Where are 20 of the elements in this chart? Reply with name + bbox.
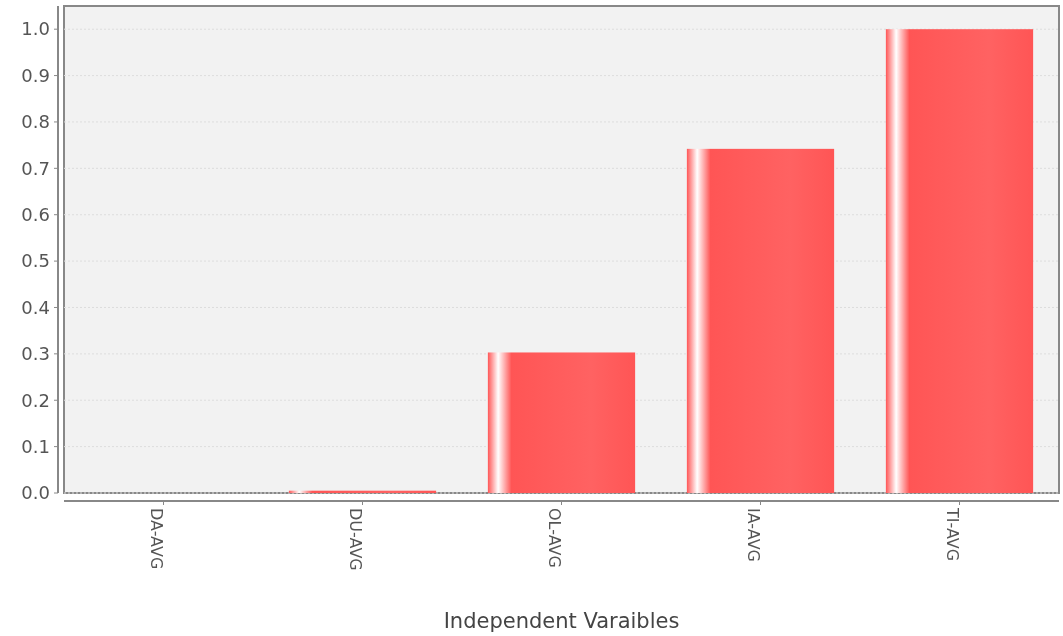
x-tick-label: IA-AVG [743,508,763,562]
x-tick-label: DA-AVG [146,508,166,570]
y-tick-label: 0.2 [21,389,50,411]
y-tick-label: 0.1 [21,435,50,457]
x-tick-label: OL-AVG [544,508,564,568]
bar [487,352,636,493]
bar [885,29,1034,493]
x-axis-title: Independent Varaibles [443,609,680,633]
x-tick-label: DU-AVG [345,508,365,571]
y-tick-label: 0.9 [21,64,50,86]
y-tick-label: 1.0 [21,18,50,40]
y-tick-label: 0.5 [21,250,50,272]
bar [686,148,835,493]
y-tick-label: 0.4 [21,296,50,318]
y-tick-label: 0.0 [21,482,50,504]
x-tick-label: TI-AVG [942,507,962,562]
y-tick-label: 0.8 [21,111,50,133]
y-tick-label: 0.7 [21,157,50,179]
y-tick-label: 0.3 [21,343,50,365]
y-tick-label: 0.6 [21,204,50,226]
